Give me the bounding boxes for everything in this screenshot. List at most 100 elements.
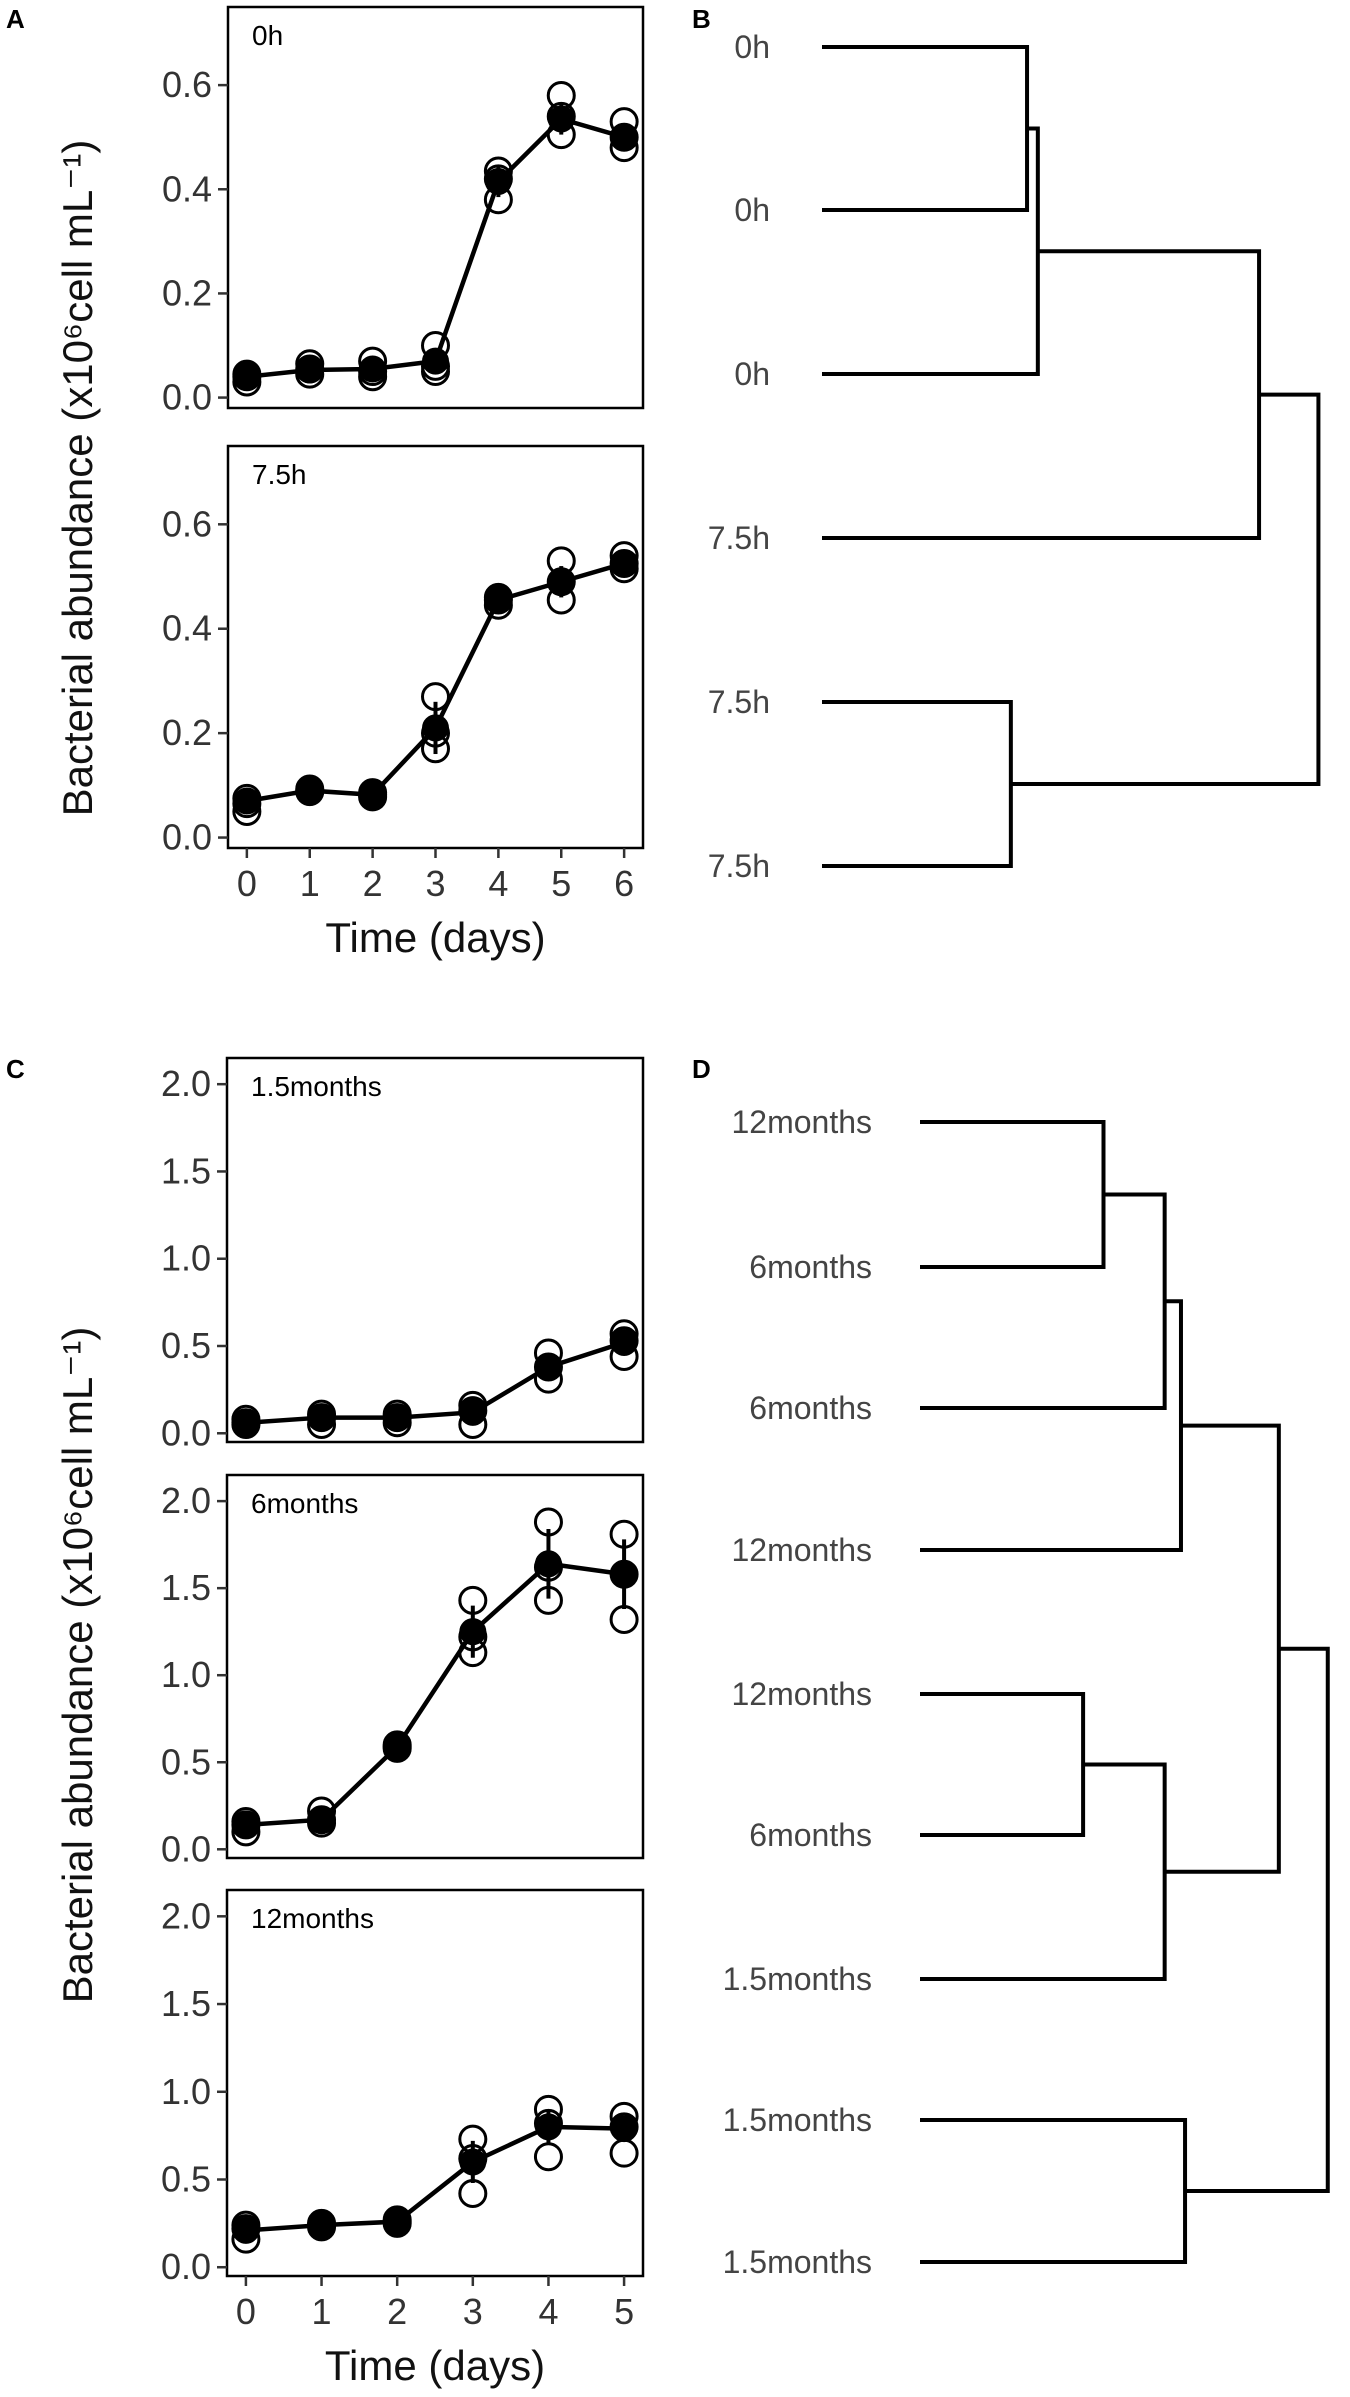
y-tick-label: 1.0 (161, 1654, 211, 1695)
mean-point (308, 1404, 336, 1432)
mean-point (232, 1811, 260, 1839)
dendrogram-branch (920, 1692, 1086, 1837)
mean-point (233, 787, 261, 815)
facet-frame (226, 5, 645, 410)
y-tick-label: 0.0 (162, 817, 212, 858)
dendrogram-branch (920, 1299, 1183, 1552)
mean-line (245, 2124, 625, 2233)
y-tick-label: 0.5 (161, 1741, 211, 1782)
leaf-label: 6months (749, 1390, 872, 1426)
mean-point (484, 167, 512, 195)
dendrogram-branch (920, 1120, 1106, 1269)
dendrogram-branch (822, 700, 1013, 868)
leaf-label: 7.5h (708, 520, 770, 556)
mean-line (246, 116, 625, 379)
leaf-label: 6months (749, 1249, 872, 1285)
y-tick-label: 0.4 (162, 168, 212, 209)
dendrogram-branch (1185, 1646, 1330, 2193)
y-tick-label: 2.0 (161, 1895, 211, 1936)
facet-frame (226, 444, 645, 850)
x-tick-label: 4 (488, 863, 508, 904)
mean-point (610, 1329, 638, 1357)
y-tick-label: 0.0 (161, 1828, 211, 1869)
replicate-point (533, 1585, 563, 1615)
dendrogram-branch (1164, 1423, 1281, 1874)
leaf-label: 1.5months (723, 2244, 872, 2280)
x-tick-label: 4 (538, 2291, 558, 2332)
y-tick-label: 1.5 (161, 1983, 211, 2024)
dendrogram-branch (920, 1192, 1167, 1410)
dendrogram-branch (1010, 392, 1321, 786)
replicate-point (458, 2179, 488, 2209)
x-axis-title: Time (days) (325, 2342, 545, 2389)
mean-point (459, 1618, 487, 1646)
replicate-point (609, 1604, 639, 1634)
mean-point (383, 1404, 411, 1432)
mean-point (459, 2148, 487, 2176)
facet-frame (225, 1473, 645, 1860)
mean-point (359, 781, 387, 809)
leaf-label: 1.5months (723, 2102, 872, 2138)
facet-frame (225, 1888, 645, 2278)
mean-point (534, 1550, 562, 1578)
x-tick-label: 5 (551, 863, 571, 904)
mean-point (610, 2115, 638, 2143)
leaf-label: 0h (734, 29, 770, 65)
dendrogram-branch (920, 1762, 1167, 1981)
panel-letter: B (692, 4, 711, 34)
replicate-point (458, 1585, 488, 1615)
facet-label: 0h (252, 20, 283, 51)
mean-point (547, 568, 575, 596)
y-tick-label: 2.0 (161, 1063, 211, 1104)
replicate-point (609, 2138, 639, 2168)
leaf-label: 0h (734, 356, 770, 392)
y-tick-label: 0.2 (162, 712, 212, 753)
mean-point (232, 2216, 260, 2244)
y-tick-label: 0.4 (162, 608, 212, 649)
leaf-label: 12months (731, 1676, 872, 1712)
y-tick-label: 2.0 (161, 1480, 211, 1521)
mean-point (534, 1353, 562, 1381)
x-tick-label: 1 (312, 2291, 332, 2332)
mean-point (359, 355, 387, 383)
mean-point (232, 1409, 260, 1437)
facet-frame (225, 1056, 645, 1444)
mean-point (308, 1806, 336, 1834)
mean-point (422, 714, 449, 742)
y-tick-label: 1.5 (161, 1567, 211, 1608)
x-tick-label: 1 (300, 863, 320, 904)
facet-label: 1.5months (251, 1071, 382, 1102)
x-tick-label: 3 (463, 2291, 483, 2332)
leaf-label: 12months (731, 1104, 872, 1140)
leaf-label: 6months (749, 1817, 872, 1853)
x-tick-label: 2 (387, 2291, 407, 2332)
mean-point (459, 1398, 487, 1426)
y-tick-label: 1.0 (161, 2071, 211, 2112)
y-axis-title: Bacterial abundance (x10⁶cell mL⁻¹) (54, 1327, 101, 2004)
mean-point (534, 2113, 562, 2141)
y-tick-label: 0.5 (161, 2159, 211, 2200)
dendrogram-branch (822, 126, 1040, 376)
mean-point (308, 2211, 336, 2239)
leaf-label: 0h (734, 192, 770, 228)
dendrogram-branch (822, 45, 1030, 212)
x-tick-label: 0 (237, 863, 257, 904)
leaf-label: 12months (731, 1532, 872, 1568)
mean-point (547, 105, 575, 133)
mean-point (422, 347, 449, 375)
x-tick-label: 0 (236, 2291, 256, 2332)
y-tick-label: 0.6 (162, 64, 212, 105)
x-tick-label: 2 (363, 863, 383, 904)
panel-letter: A (6, 4, 25, 34)
leaf-label: 7.5h (708, 684, 770, 720)
mean-point (610, 1560, 638, 1588)
mean-point (484, 586, 512, 614)
mean-point (296, 777, 324, 805)
mean-line (245, 1561, 625, 1828)
dendrogram-branch (822, 249, 1262, 540)
facet-label: 12months (251, 1903, 374, 1934)
x-tick-label: 3 (425, 863, 445, 904)
replicate-point (421, 682, 450, 712)
leaf-label: 7.5h (708, 848, 770, 884)
y-tick-label: 1.5 (161, 1150, 211, 1191)
